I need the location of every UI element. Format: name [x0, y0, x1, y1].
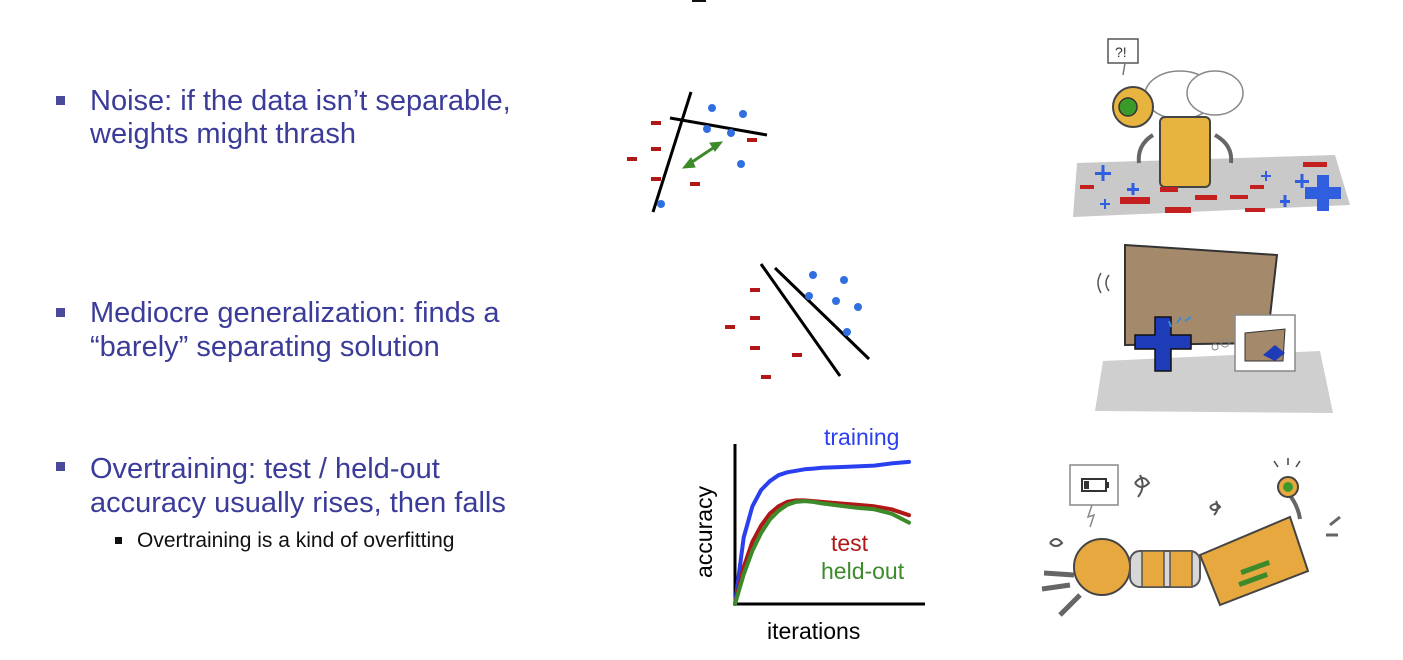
title-fragment	[692, 0, 706, 2]
series-line-training	[733, 459, 911, 606]
legend-training: training	[824, 424, 899, 450]
minus-marks	[1080, 162, 1327, 213]
separator-line	[669, 116, 768, 137]
plus-points	[805, 271, 862, 336]
plus-marks	[1095, 165, 1341, 211]
minus-points	[627, 121, 757, 186]
legend-test: test	[831, 530, 869, 556]
y-axis-label: accuracy	[691, 485, 717, 578]
thrash-arrow-icon	[681, 141, 724, 169]
robot-body	[1159, 116, 1211, 188]
robot-eye	[1118, 97, 1138, 117]
bullet-mediocre-line2: “barely” separating solution	[90, 331, 440, 363]
robot-noise-illustration: ?!	[1073, 38, 1350, 217]
minus-points	[725, 288, 802, 379]
bullet-mediocre-line1: Mediocre generalization: finds a	[90, 297, 500, 329]
bullet-marker	[56, 308, 65, 317]
bullet-marker	[56, 462, 65, 471]
bullet-noise-line2: weights might thrash	[90, 118, 356, 150]
bullet-overtraining-line1: Overtraining: test / held-out	[90, 453, 440, 485]
bullet-overtraining-line2: accuracy usually rises, then falls	[90, 487, 506, 519]
sub-bullet-marker	[115, 537, 122, 544]
floor	[1095, 351, 1333, 413]
thought-bubble	[1069, 464, 1119, 506]
plus-points	[657, 104, 747, 208]
separator-line	[651, 91, 693, 213]
separator-line	[759, 263, 842, 377]
robot-head	[1073, 538, 1131, 596]
series-line-test	[733, 498, 911, 606]
noisy-data-diagram	[627, 91, 768, 213]
speech-bubble	[1107, 38, 1139, 64]
robot-body	[1198, 515, 1310, 607]
legend-held-out: held-out	[821, 558, 905, 584]
bullet-noise-line1: Noise: if the data isn’t separable,	[90, 85, 511, 117]
x-axis-label: iterations	[767, 618, 860, 644]
separator-line	[773, 266, 871, 361]
series-layer	[733, 459, 911, 606]
overtraining-robots-illustration	[1041, 458, 1341, 617]
bubble-text: ?!	[1115, 44, 1127, 60]
dizzy-scribble-icon	[1134, 474, 1151, 498]
overtraining-chart: iterations accuracy training test held-o…	[691, 424, 925, 644]
sub-bullet-overfitting: Overtraining is a kind of overfitting	[137, 529, 455, 552]
plus-robot-icon	[1134, 316, 1192, 372]
series-line-held-out	[733, 499, 911, 606]
barely-wall-illustration	[1095, 243, 1333, 413]
barely-separating-diagram	[725, 263, 871, 379]
bullet-marker	[56, 96, 65, 105]
